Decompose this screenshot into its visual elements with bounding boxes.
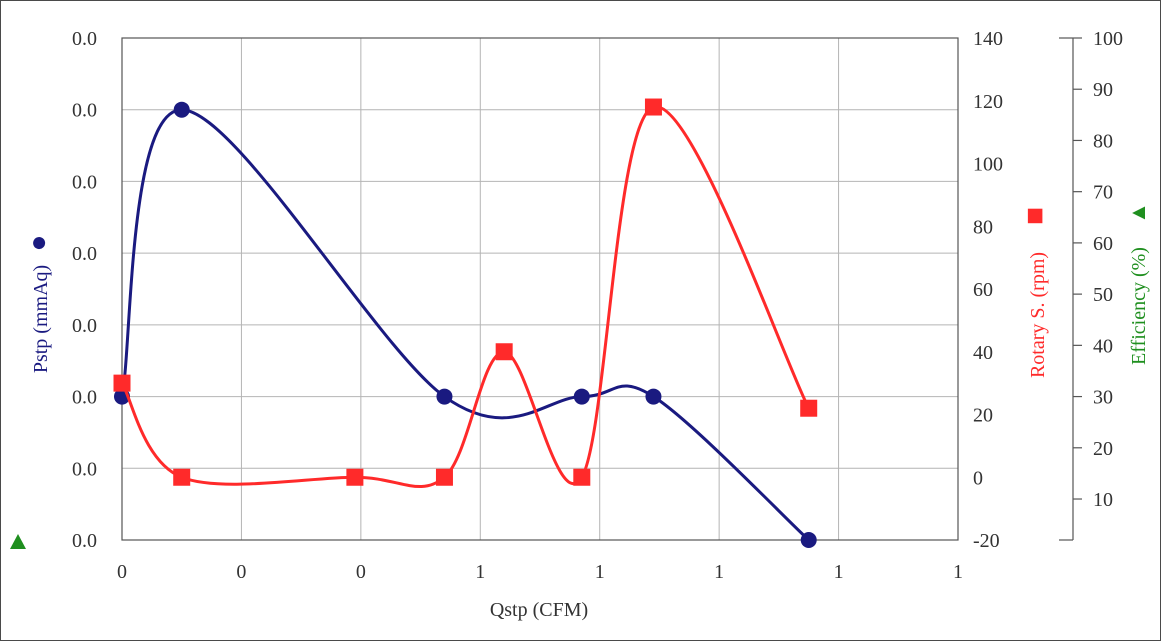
data-point-square <box>173 468 191 486</box>
efficiency-tick-label: 60 <box>1093 233 1113 255</box>
left-tick-label: 0.0 <box>72 458 97 480</box>
efficiency-axis-tick-labels: 10 20 30 40 50 60 70 80 90 100 <box>1059 28 1123 541</box>
x-axis-title: Qstp (CFM) <box>490 599 588 621</box>
left-tick-label: 0.0 <box>72 100 97 122</box>
data-point-circle <box>173 101 190 118</box>
rotary-tick-label: 40 <box>973 342 993 364</box>
grid <box>122 38 958 540</box>
x-tick-label: 0 <box>356 561 366 583</box>
efficiency-tick-label: 20 <box>1093 438 1113 460</box>
left-tick-label: 0.0 <box>72 243 97 265</box>
efficiency-tick-label: 80 <box>1093 130 1113 152</box>
data-point-square <box>495 343 513 361</box>
data-point-circle <box>573 388 590 405</box>
rotary-tick-label: -20 <box>973 530 1000 552</box>
x-tick-label: 0 <box>236 561 246 583</box>
rotary-tick-label: 60 <box>973 279 993 301</box>
rotary-tick-label: 20 <box>973 405 993 427</box>
x-tick-label: 1 <box>953 561 963 583</box>
data-point-square <box>573 468 591 486</box>
left-axis-tick-labels: 0.0 0.0 0.0 0.0 0.0 0.0 0.0 0.0 <box>72 28 97 552</box>
efficiency-axis-marker: ▲ <box>1125 202 1150 224</box>
efficiency-tick-label: 50 <box>1093 284 1113 306</box>
rotary-tick-label: 0 <box>973 467 983 489</box>
x-tick-labels: 0 0 0 1 1 1 1 1 <box>117 561 963 583</box>
efficiency-tick-label: 40 <box>1093 335 1113 357</box>
data-point-circle <box>800 532 817 548</box>
series <box>113 98 818 548</box>
x-tick-label: 1 <box>834 561 844 583</box>
plot-area-border <box>121 37 959 541</box>
rotary-axis-title: Rotary S. (rpm) <box>1027 252 1049 378</box>
data-point-circle <box>436 388 453 405</box>
rotary-tick-label: 80 <box>973 216 993 238</box>
x-tick-label: 1 <box>714 561 724 583</box>
efficiency-tick-label: 100 <box>1093 28 1123 50</box>
efficiency-tick-label: 10 <box>1093 489 1113 511</box>
left-tick-label: 0.0 <box>72 387 97 409</box>
x-tick-label: 1 <box>595 561 605 583</box>
efficiency-marker <box>10 534 26 549</box>
efficiency-tick-label: 90 <box>1093 79 1113 101</box>
efficiency-tick-label: 70 <box>1093 182 1113 204</box>
left-tick-label: 0.0 <box>72 530 97 552</box>
x-tick-label: 0 <box>117 561 127 583</box>
data-point-square <box>644 98 662 116</box>
rotary-tick-label: 100 <box>973 154 1003 176</box>
rotary-tick-label: 120 <box>973 91 1003 113</box>
left-tick-label: 0.0 <box>72 28 97 50</box>
data-point-square <box>346 468 364 486</box>
left-tick-label: 0.0 <box>72 171 97 193</box>
rotary-axis-marker: ■ <box>1018 207 1051 225</box>
left-tick-label: 0.0 <box>72 315 97 337</box>
data-point-square <box>800 399 818 417</box>
efficiency-axis-title: Efficiency (%) <box>1128 247 1150 365</box>
data-point-square <box>435 468 453 486</box>
series-line-rotary-s- <box>122 105 811 488</box>
rotary-axis-tick-labels: -20 0 20 40 60 80 100 120 140 <box>973 28 1003 552</box>
data-point-circle <box>645 388 662 405</box>
rotary-tick-label: 140 <box>973 28 1003 50</box>
left-axis-title: Pstp (mmAq) <box>30 265 52 373</box>
axes <box>121 37 959 541</box>
efficiency-tick-label: 30 <box>1093 387 1113 409</box>
left-axis-marker: ● <box>23 235 54 252</box>
x-tick-label: 1 <box>475 561 485 583</box>
data-point-square <box>113 374 131 392</box>
